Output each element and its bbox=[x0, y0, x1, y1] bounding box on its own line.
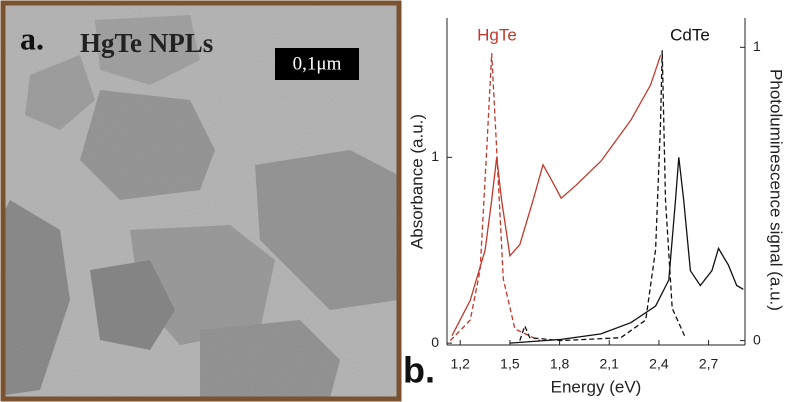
annotation: HgTe bbox=[477, 25, 517, 44]
platelet bbox=[95, 15, 200, 85]
platelet bbox=[25, 55, 95, 130]
y2-tick-label: 0 bbox=[753, 331, 761, 347]
x-tick-label: 2,7 bbox=[699, 356, 719, 372]
platelet bbox=[5, 200, 70, 395]
x-tick-label: 1,2 bbox=[451, 356, 471, 372]
platelet bbox=[90, 260, 175, 350]
image-border bbox=[0, 0, 402, 402]
series-line bbox=[451, 54, 662, 336]
panel-label: a. bbox=[20, 20, 44, 56]
series-line bbox=[519, 50, 686, 342]
x-axis-title: Energy (eV) bbox=[551, 377, 642, 396]
x-tick-label: 1,8 bbox=[550, 356, 570, 372]
series-line bbox=[449, 53, 540, 342]
x-tick-label: 1,5 bbox=[500, 356, 520, 372]
annotation: CdTe bbox=[670, 25, 710, 44]
panel-label: b. bbox=[403, 350, 435, 391]
y2-tick-label: 1 bbox=[753, 38, 761, 54]
image-title: HgTe NPLs bbox=[80, 28, 213, 58]
scale-bar-label: 0,1μm bbox=[293, 53, 342, 74]
series-line bbox=[509, 157, 744, 344]
x-tick-label: 2,1 bbox=[600, 356, 620, 372]
scale-bar-box bbox=[275, 48, 359, 80]
y-tick-label: 1 bbox=[431, 148, 439, 164]
x-tick-label: 2,4 bbox=[649, 356, 669, 372]
platelet bbox=[80, 90, 215, 200]
platelet bbox=[200, 320, 340, 398]
y2-axis-title: Photoluminescence signal (a.u.) bbox=[767, 69, 786, 311]
y-axis-title: Absorbance (a.u.) bbox=[407, 114, 426, 249]
y-tick-label: 0 bbox=[431, 334, 439, 350]
platelet bbox=[255, 150, 398, 310]
